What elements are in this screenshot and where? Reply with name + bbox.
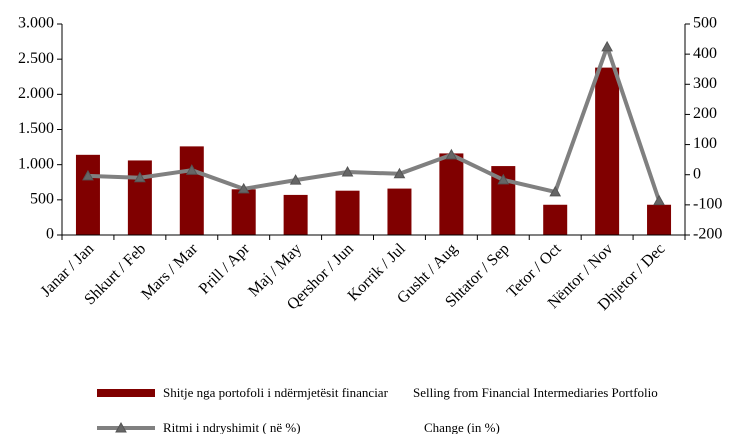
bar — [179, 146, 204, 235]
marker — [601, 40, 613, 52]
bar — [595, 67, 620, 236]
marker — [497, 173, 510, 185]
marker — [341, 165, 354, 177]
marker — [82, 169, 94, 181]
bar — [335, 190, 360, 235]
marker — [115, 421, 127, 433]
marker — [445, 148, 458, 160]
y2-tick-label: 100 — [693, 135, 717, 152]
marker — [289, 174, 302, 185]
y2-tick-label: 300 — [693, 75, 717, 92]
y-tick-label: 500 — [30, 191, 54, 208]
y2-tick-label: 0 — [693, 165, 701, 182]
legend-label: Ritmi i ndryshimit ( në %) — [163, 420, 301, 434]
marker — [134, 171, 146, 183]
bar — [543, 204, 568, 235]
y2-tick-label: -200 — [693, 226, 722, 243]
y-tick-label: 0 — [46, 226, 54, 243]
bar — [231, 189, 256, 235]
bar — [647, 204, 672, 235]
y-tick-label: 1.000 — [18, 155, 54, 172]
y2-tick-label: 200 — [693, 105, 717, 122]
y-tick-label: 2.000 — [18, 85, 54, 102]
y-tick-label: 1.500 — [18, 120, 54, 137]
legend-swatch — [97, 389, 155, 397]
y-tick-label: 2.500 — [18, 50, 54, 67]
bar — [491, 166, 516, 235]
marker — [185, 164, 198, 175]
bar — [439, 153, 464, 235]
marker — [237, 182, 250, 194]
legend-label: Shitje nga portofoli i ndërmjetësit fina… — [163, 385, 389, 400]
marker — [393, 167, 406, 179]
y2-tick-label: 500 — [693, 15, 717, 32]
line — [87, 44, 661, 202]
legend-label: Change (in %) — [424, 420, 500, 434]
bar — [75, 154, 100, 235]
bar — [127, 160, 152, 235]
bar — [283, 194, 308, 235]
marker — [549, 185, 562, 197]
x-tick-label: Mars / Mar — [138, 240, 201, 303]
marker — [653, 194, 665, 206]
y2-tick-label: -100 — [693, 196, 722, 213]
bar — [387, 188, 412, 235]
legend-label: Selling from Financial Intermediaries Po… — [413, 385, 658, 400]
y2-tick-label: 400 — [693, 45, 717, 62]
y-tick-label: 3.000 — [18, 15, 54, 32]
